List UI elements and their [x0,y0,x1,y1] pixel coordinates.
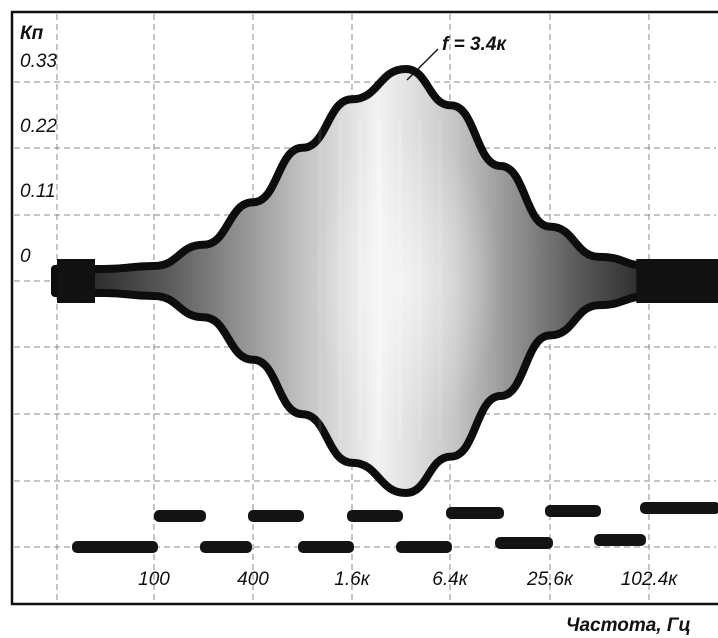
frequency-marker-dash [396,541,452,553]
frequency-marker-dash [200,541,252,553]
x-tick-label-102-4k: 102.4к [621,569,679,590]
x-axis-label: Частота, Гц [566,615,691,636]
y-tick-label-0: 0 [20,246,31,267]
y-tick-label-0-22: 0.22 [20,116,57,137]
frequency-marker-dash [72,541,158,553]
x-tick-label-400: 400 [237,569,269,590]
frequency-marker-dash [347,510,403,522]
x-tick-label-25-6k: 25.6к [526,569,574,590]
baseline-right [636,259,718,303]
frequency-marker-dash [154,510,206,522]
peak-annotation: f = 3.4к [442,34,507,55]
x-tick-label-100: 100 [138,569,170,590]
signal-envelope [51,65,718,497]
frequency-marker-dash [545,505,601,517]
frequency-marker-dash [248,510,304,522]
x-tick-label-1-6k: 1.6к [334,569,370,590]
envelope-glow [310,131,501,431]
frequency-marker-dash [495,537,553,549]
y-tick-label-0-33: 0.33 [20,51,57,72]
frequency-marker-dash [298,541,354,553]
frequency-marker-dash [446,507,504,519]
y-tick-label-0-11: 0.11 [20,181,56,202]
frequency-marker-dash [594,534,646,546]
frequency-markers [72,502,718,553]
x-tick-label-6-4k: 6.4к [432,569,468,590]
frequency-marker-dash [640,502,718,514]
peak-leader-line [406,48,439,81]
y-axis-label: Кп [20,23,44,44]
baseline-left-cap [57,264,75,298]
